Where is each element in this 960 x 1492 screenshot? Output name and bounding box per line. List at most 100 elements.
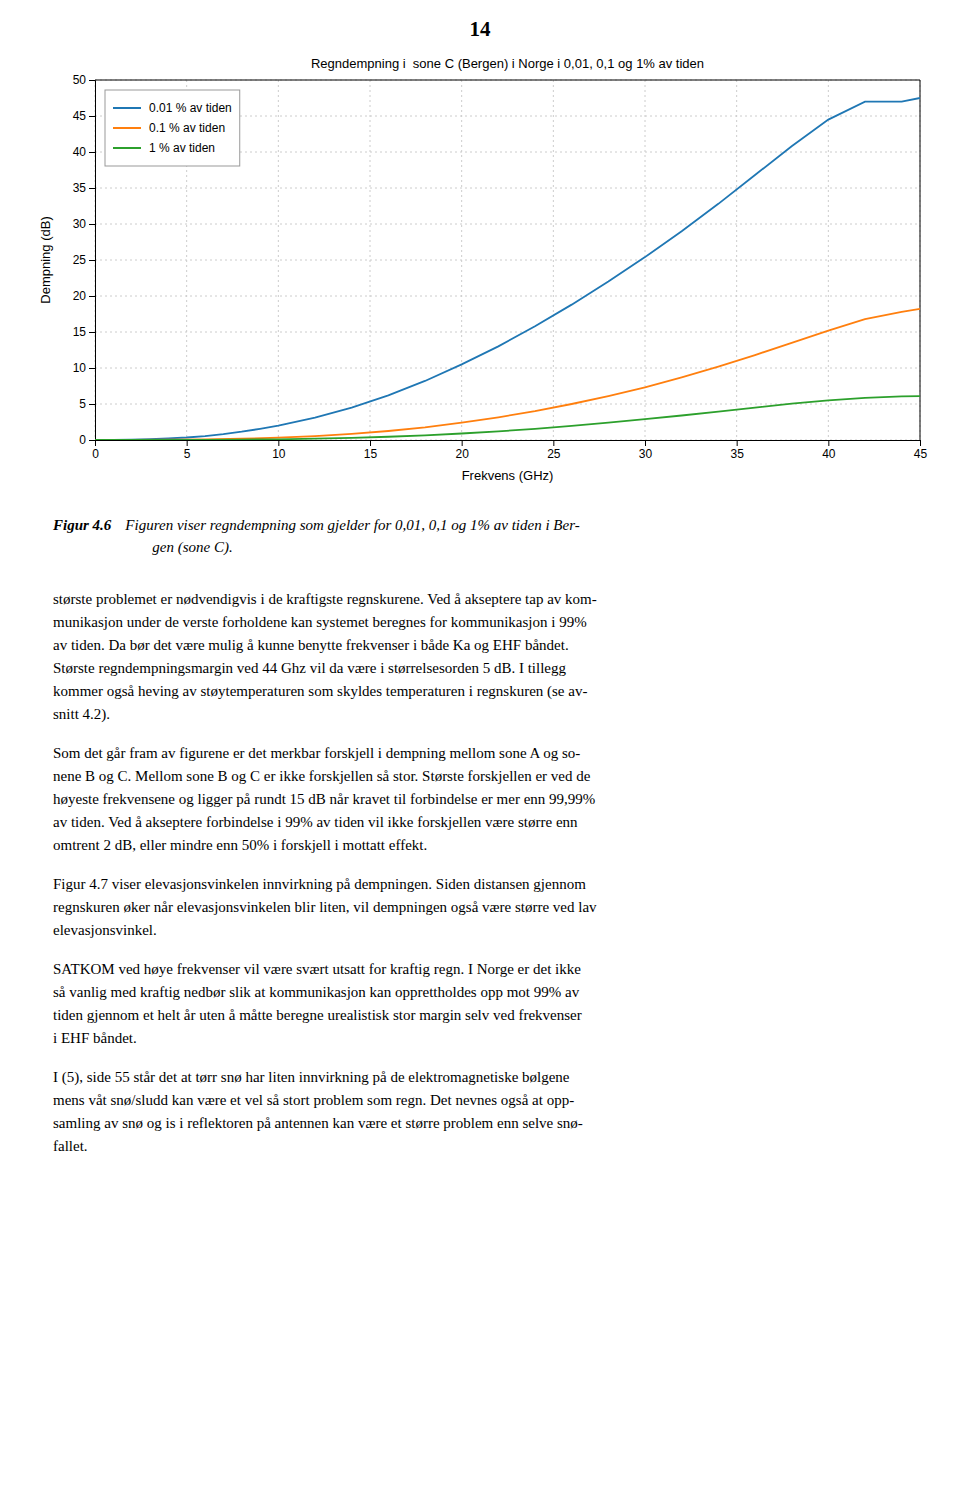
- tick-mark: [89, 188, 95, 189]
- tick-label: 20: [455, 447, 469, 461]
- chart-title: Regndempning i sone C (Bergen) i Norge i…: [311, 56, 704, 71]
- tick: 25: [547, 440, 561, 461]
- tick: 40: [73, 145, 95, 159]
- tick-label: 40: [73, 145, 87, 159]
- frame-top: [95, 80, 920, 81]
- grid-line-x: [828, 80, 829, 440]
- tick-label: 10: [272, 447, 286, 461]
- tick-mark: [645, 440, 646, 446]
- tick: 20: [73, 289, 95, 303]
- body-text: største problemet er nødvendigvis i de k…: [53, 591, 597, 607]
- tick-mark: [187, 440, 188, 446]
- body-text: høyeste frekvensene og ligger på rundt 1…: [53, 791, 595, 807]
- tick-label: 35: [730, 447, 744, 461]
- legend-item: 1 % av tiden: [113, 141, 215, 155]
- x-axis: 051015202530354045: [92, 440, 927, 461]
- tick-label: 45: [73, 109, 87, 123]
- tick: 5: [79, 397, 95, 411]
- grid: [95, 80, 920, 440]
- tick: 40: [822, 440, 836, 461]
- tick-mark: [737, 440, 738, 446]
- frame-right: [920, 80, 921, 440]
- tick-label: 15: [364, 447, 378, 461]
- caption-label: Figur 4.6: [52, 517, 112, 533]
- body-text: tiden gjennom et helt år uten å måtte be…: [53, 1007, 582, 1023]
- tick-label: 40: [822, 447, 836, 461]
- tick-mark: [920, 440, 921, 446]
- legend: 0.01 % av tiden 0.1 % av tiden 1 % av tide…: [105, 90, 240, 166]
- legend-swatch: [113, 107, 141, 109]
- tick-mark: [89, 404, 95, 405]
- tick-mark: [89, 368, 95, 369]
- series-line: [95, 309, 920, 440]
- chart: Regndempning i sone C (Bergen) i Norge i…: [38, 56, 927, 483]
- body-text: kommer også heving av støytemperaturen s…: [53, 683, 587, 700]
- tick: 0: [79, 433, 95, 447]
- body-text: samling av snø og is i reflektoren på an…: [53, 1115, 583, 1131]
- legend-label: 0.1 % av tiden: [149, 121, 225, 135]
- page-number: 14: [470, 17, 492, 41]
- tick-mark: [89, 116, 95, 117]
- tick-mark: [89, 296, 95, 297]
- legend-swatch: [113, 147, 141, 149]
- tick-mark: [278, 440, 279, 446]
- legend-box: [105, 90, 240, 166]
- grid-line-y: [95, 224, 920, 225]
- grid-line-y: [95, 296, 920, 297]
- body-text: Som det går fram av figurene er det merk…: [53, 745, 580, 761]
- tick-mark: [89, 224, 95, 225]
- tick: 35: [730, 440, 744, 461]
- tick-label: 15: [73, 325, 87, 339]
- tick: 45: [73, 109, 95, 123]
- legend-label: 0.01 % av tiden: [149, 101, 232, 115]
- tick-mark: [89, 440, 95, 441]
- tick-label: 5: [184, 447, 191, 461]
- body-text: SATKOM ved høye frekvenser vil være svær…: [53, 961, 581, 977]
- tick: 30: [73, 217, 95, 231]
- grid-line-x: [278, 80, 279, 440]
- tick-mark: [89, 152, 95, 153]
- legend-item: 0.01 % av tiden: [113, 101, 232, 115]
- tick: 45: [914, 440, 928, 461]
- tick-label: 5: [79, 397, 86, 411]
- page: 14 Regndempning i sone C (Bergen) i Norge…: [0, 0, 960, 1492]
- tick-mark: [370, 440, 371, 446]
- tick: 15: [364, 440, 378, 461]
- tick-label: 20: [73, 289, 87, 303]
- grid-line-y: [95, 332, 920, 333]
- body-text: nene B og C. Mellom sone B og C er ikke …: [53, 768, 591, 784]
- tick-mark: [89, 260, 95, 261]
- caption-text: Figuren viser regndempning som gjelder f…: [124, 517, 579, 533]
- tick-mark: [89, 332, 95, 333]
- legend-label: 1 % av tiden: [149, 141, 215, 155]
- tick: 5: [184, 440, 191, 461]
- grid-line-y: [95, 80, 920, 81]
- body-text: I (5), side 55 står det at tørr snø har …: [53, 1069, 570, 1086]
- tick-label: 0: [79, 433, 86, 447]
- tick-label: 25: [73, 253, 87, 267]
- grid-line-x: [920, 80, 921, 440]
- legend-swatch: [113, 127, 141, 129]
- tick-label: 50: [73, 73, 87, 87]
- x-axis-label: Frekvens (GHz): [462, 468, 554, 483]
- tick-label: 30: [73, 217, 87, 231]
- axis-line: [96, 441, 921, 447]
- tick-label: 0: [92, 447, 99, 461]
- grid-line-y: [95, 188, 920, 189]
- body-text: fallet.: [53, 1138, 88, 1154]
- tick: 35: [73, 181, 95, 195]
- tick-label: 10: [73, 361, 87, 375]
- tick: 15: [73, 325, 95, 339]
- body-text: Største regndempningsmargin ved 44 Ghz v…: [53, 660, 566, 676]
- tick: 10: [73, 361, 95, 375]
- tick: 50: [73, 73, 95, 87]
- body-text: Figur 4.7 viser elevasjonsvinkelen innvi…: [53, 876, 586, 892]
- tick: 20: [455, 440, 469, 461]
- tick-mark: [89, 80, 95, 81]
- body-text: snitt 4.2).: [53, 706, 110, 723]
- axis-line: [89, 81, 96, 441]
- tick-label: 35: [73, 181, 87, 195]
- tick: 25: [73, 253, 95, 267]
- tick-mark: [828, 440, 829, 446]
- body-text: i EHF båndet.: [53, 1030, 137, 1046]
